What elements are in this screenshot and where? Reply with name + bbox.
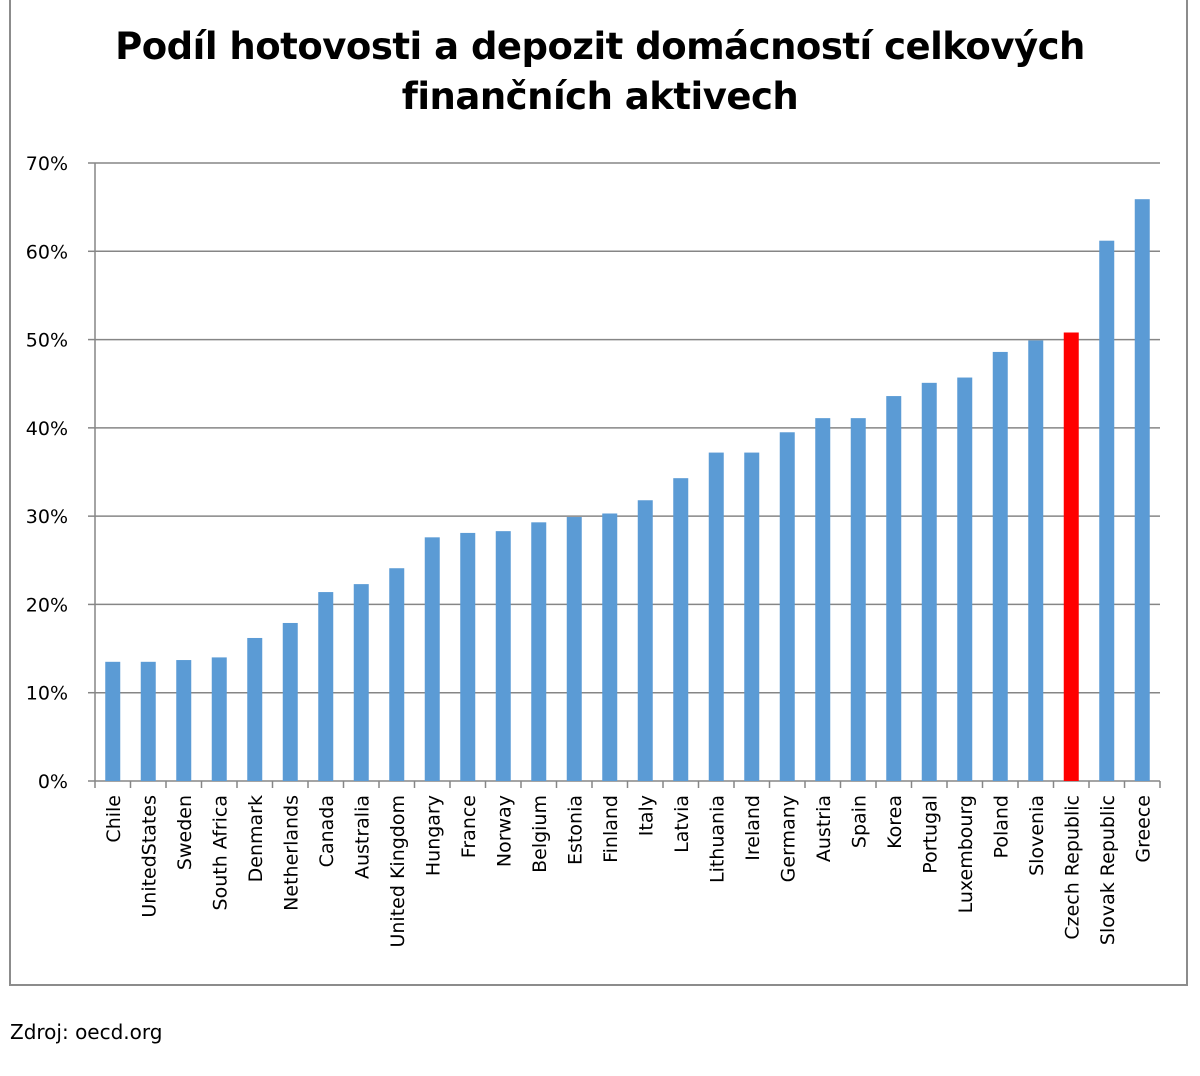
x-tick-label: Netherlands	[280, 795, 302, 911]
x-tick-label: Finland	[600, 795, 622, 863]
x-tick-label: Belgium	[529, 795, 551, 873]
bar-france	[460, 532, 476, 781]
x-tick-label: Lithuania	[706, 795, 728, 883]
bar-norway	[495, 531, 511, 781]
x-tick-label: Latvia	[671, 795, 693, 853]
bar-united-kingdom	[389, 568, 405, 781]
bar-hungary	[424, 537, 440, 781]
bar-poland	[992, 351, 1008, 781]
y-tick-label: 20%	[26, 594, 68, 616]
bar-austria	[815, 418, 831, 781]
bar-korea	[886, 396, 902, 781]
x-tick-label: Hungary	[422, 795, 444, 876]
bar-australia	[353, 584, 369, 781]
x-tick-label: United Kingdom	[387, 795, 409, 948]
x-axis-labels: Chile UnitedStates Sweden South Africa Denma…	[94, 781, 1161, 948]
bar-denmark	[247, 637, 263, 781]
chart-title-line-1: Podíl hotovosti a depozit domácností cel…	[115, 25, 1085, 68]
bar-unitedstates	[140, 661, 156, 781]
x-tick-label: Korea	[884, 795, 906, 849]
x-tick-label: Denmark	[245, 795, 267, 882]
bar-germany	[779, 432, 795, 781]
x-tick-label: Norway	[493, 795, 515, 867]
bar-chart: 0% 10% 20% 30% 40% 50% 60% 70% Chile UnitedState…	[26, 153, 1161, 948]
x-tick-label: Chile	[103, 795, 125, 843]
y-tick-label: 10%	[26, 683, 68, 705]
bar-luxembourg	[957, 377, 973, 781]
bar-lithuania	[708, 452, 724, 781]
bar-greece	[1134, 199, 1150, 781]
x-tick-label: Canada	[316, 795, 338, 867]
x-tick-label: Ireland	[742, 795, 764, 861]
bar-portugal	[921, 382, 937, 781]
bar-sweden	[176, 660, 192, 781]
x-tick-label: Australia	[351, 795, 373, 879]
x-tick-label: South Africa	[209, 795, 231, 910]
y-tick-label: 0%	[38, 771, 68, 793]
x-tick-label: Sweden	[174, 795, 196, 870]
x-tick-label: Poland	[990, 795, 1012, 858]
x-tick-label: Spain	[848, 795, 870, 848]
y-axis-ticks: 0% 10% 20% 30% 40% 50% 60% 70%	[26, 153, 68, 793]
bar-czech-republic	[1063, 332, 1079, 781]
bar-latvia	[673, 478, 689, 781]
y-tick-label: 40%	[26, 418, 68, 440]
y-tick-label: 70%	[26, 153, 68, 175]
y-tick-label: 50%	[26, 330, 68, 352]
y-tick-label: 30%	[26, 506, 68, 528]
bars	[105, 199, 1150, 782]
x-tick-label: Luxembourg	[955, 795, 977, 913]
bar-finland	[602, 513, 618, 781]
x-tick-label: Austria	[813, 795, 835, 862]
source-note: Zdroj: oecd.org	[10, 1020, 163, 1044]
bar-belgium	[531, 522, 547, 781]
bar-canada	[318, 592, 334, 781]
x-tick-label: Slovenia	[1026, 795, 1048, 876]
bar-italy	[637, 500, 653, 781]
x-tick-label: Slovak Republic	[1097, 795, 1119, 945]
x-tick-label: Greece	[1132, 795, 1154, 863]
x-tick-label: Portugal	[919, 795, 941, 874]
chart-frame	[9, 0, 1188, 986]
chart-title: Podíl hotovosti a depozit domácností cel…	[0, 22, 1200, 122]
x-tick-label: Czech Republic	[1061, 795, 1083, 940]
x-tick-label: UnitedStates	[138, 795, 160, 918]
bar-spain	[850, 418, 866, 781]
y-tick-label: 60%	[26, 241, 68, 263]
bar-ireland	[744, 452, 760, 781]
bar-estonia	[566, 517, 582, 781]
x-tick-label: Italy	[635, 795, 657, 836]
x-tick-label: Estonia	[564, 795, 586, 865]
bar-south-africa	[211, 657, 227, 781]
chart-title-line-2: finančních aktivech	[401, 75, 799, 118]
x-tick-label: France	[458, 795, 480, 858]
bar-chile	[105, 661, 121, 781]
bar-slovak-republic	[1099, 240, 1115, 782]
x-tick-label: Germany	[777, 795, 799, 882]
bar-netherlands	[282, 622, 298, 781]
bar-slovenia	[1028, 340, 1044, 781]
